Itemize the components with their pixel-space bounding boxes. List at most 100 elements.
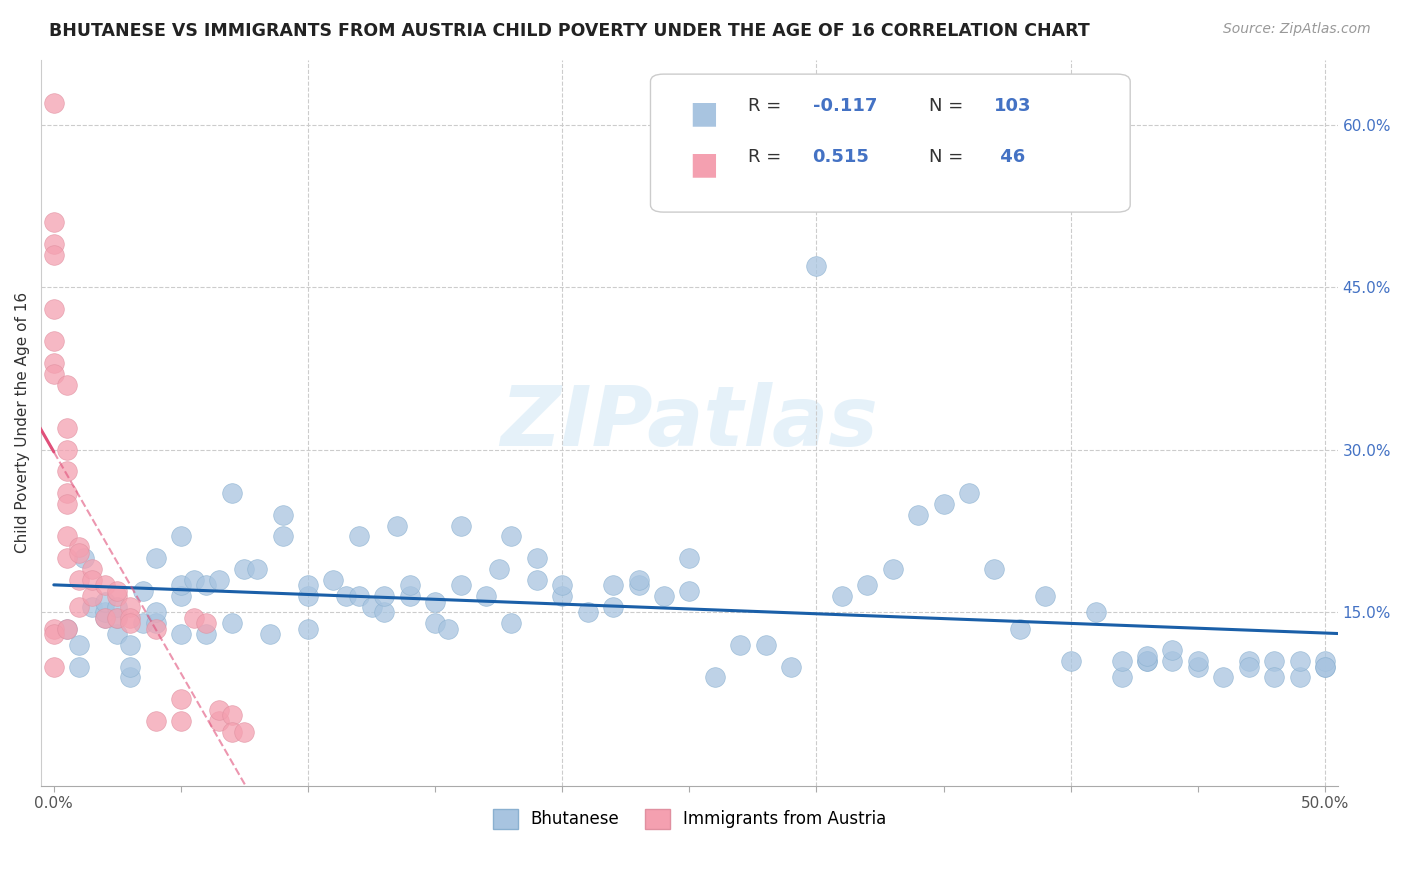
Point bbox=[42, 236, 65, 251]
Point bbox=[55, 421, 77, 435]
Point bbox=[1161, 643, 1184, 657]
Point bbox=[335, 589, 357, 603]
Point bbox=[1187, 654, 1209, 668]
Point bbox=[297, 578, 319, 592]
Point bbox=[67, 546, 90, 560]
Point bbox=[1313, 654, 1336, 668]
Point bbox=[183, 611, 205, 625]
Point bbox=[1136, 648, 1159, 663]
Point bbox=[526, 573, 548, 587]
Point bbox=[1237, 654, 1260, 668]
Point bbox=[55, 551, 77, 566]
Point bbox=[501, 529, 523, 543]
Point bbox=[93, 606, 115, 620]
Point bbox=[1136, 654, 1159, 668]
Point bbox=[105, 611, 128, 625]
Point bbox=[1008, 622, 1031, 636]
Point bbox=[55, 529, 77, 543]
Point bbox=[322, 573, 344, 587]
Text: R =: R = bbox=[748, 97, 787, 115]
Point bbox=[627, 578, 650, 592]
Point bbox=[856, 578, 879, 592]
Point bbox=[132, 583, 155, 598]
Point bbox=[221, 708, 243, 723]
Text: ■: ■ bbox=[689, 151, 718, 179]
Point bbox=[42, 215, 65, 229]
Point bbox=[93, 611, 115, 625]
Point bbox=[120, 638, 142, 652]
Point bbox=[67, 541, 90, 555]
Text: ■: ■ bbox=[689, 100, 718, 128]
Point bbox=[42, 622, 65, 636]
Point bbox=[246, 562, 269, 576]
Point bbox=[423, 594, 446, 608]
Text: -0.117: -0.117 bbox=[813, 97, 877, 115]
Point bbox=[105, 589, 128, 603]
Point bbox=[373, 589, 395, 603]
Point bbox=[93, 594, 115, 608]
Point bbox=[907, 508, 929, 522]
Point bbox=[1111, 654, 1133, 668]
Point bbox=[80, 599, 103, 614]
Point bbox=[67, 573, 90, 587]
Point bbox=[42, 95, 65, 110]
Point bbox=[983, 562, 1005, 576]
Point bbox=[105, 611, 128, 625]
Point bbox=[602, 578, 624, 592]
Point bbox=[1033, 589, 1056, 603]
Point bbox=[105, 599, 128, 614]
Point bbox=[183, 573, 205, 587]
Point bbox=[551, 578, 574, 592]
Point bbox=[423, 616, 446, 631]
Point bbox=[67, 599, 90, 614]
Y-axis label: Child Poverty Under the Age of 16: Child Poverty Under the Age of 16 bbox=[15, 293, 30, 553]
Point bbox=[450, 518, 472, 533]
Point bbox=[806, 259, 828, 273]
Point bbox=[347, 589, 370, 603]
Point bbox=[755, 638, 778, 652]
Point bbox=[170, 529, 193, 543]
Point bbox=[208, 714, 231, 728]
Point bbox=[627, 573, 650, 587]
Point bbox=[80, 562, 103, 576]
Point bbox=[221, 616, 243, 631]
Point bbox=[233, 724, 256, 739]
Text: 103: 103 bbox=[994, 97, 1032, 115]
Point bbox=[1212, 670, 1234, 684]
Point bbox=[55, 442, 77, 457]
Point bbox=[120, 659, 142, 673]
Point bbox=[576, 606, 599, 620]
Point bbox=[42, 248, 65, 262]
Point bbox=[1263, 654, 1285, 668]
Point bbox=[145, 606, 167, 620]
Legend: Bhutanese, Immigrants from Austria: Bhutanese, Immigrants from Austria bbox=[486, 802, 893, 836]
Point bbox=[259, 627, 281, 641]
Point bbox=[195, 616, 218, 631]
Point bbox=[678, 583, 700, 598]
Text: ZIPatlas: ZIPatlas bbox=[501, 382, 879, 463]
Point bbox=[42, 334, 65, 349]
Text: Source: ZipAtlas.com: Source: ZipAtlas.com bbox=[1223, 22, 1371, 37]
Point bbox=[80, 573, 103, 587]
Point bbox=[120, 599, 142, 614]
Point bbox=[488, 562, 510, 576]
Point bbox=[398, 589, 420, 603]
Point bbox=[208, 573, 231, 587]
Point bbox=[398, 578, 420, 592]
Point bbox=[55, 486, 77, 500]
Point bbox=[42, 356, 65, 370]
Point bbox=[221, 724, 243, 739]
Text: 46: 46 bbox=[994, 148, 1025, 166]
Point bbox=[55, 622, 77, 636]
Point bbox=[145, 551, 167, 566]
Point bbox=[652, 589, 675, 603]
Point bbox=[42, 627, 65, 641]
Point bbox=[1085, 606, 1108, 620]
Text: N =: N = bbox=[929, 97, 963, 115]
Point bbox=[1111, 670, 1133, 684]
Point bbox=[42, 659, 65, 673]
Point bbox=[93, 578, 115, 592]
Point bbox=[475, 589, 498, 603]
Point bbox=[55, 497, 77, 511]
Point bbox=[105, 583, 128, 598]
